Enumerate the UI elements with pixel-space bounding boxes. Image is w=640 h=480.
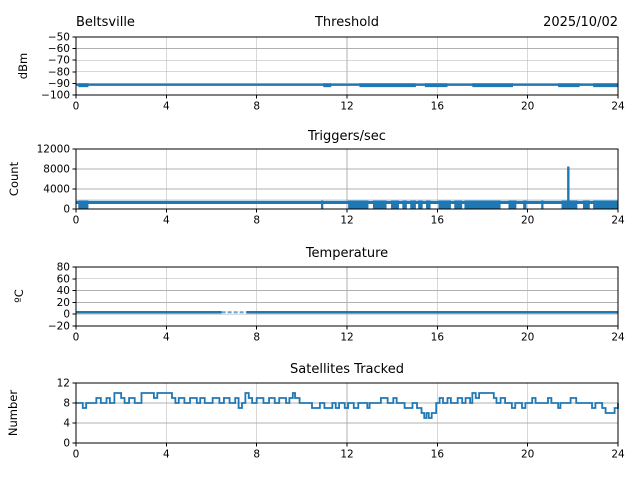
triggers-ytick-label: 4000 xyxy=(43,184,70,196)
temperature-xtick-label: 4 xyxy=(163,332,170,344)
satellites-xtick-label: 20 xyxy=(521,449,534,461)
triggers-series-dropout-block xyxy=(541,200,544,209)
triggers-series-dropout-block xyxy=(438,200,451,209)
satellites-xtick-label: 16 xyxy=(431,449,445,461)
threshold-xtick-label: 20 xyxy=(521,101,534,113)
triggers-xtick-label: 8 xyxy=(253,215,260,227)
triggers-ytick-label: 12000 xyxy=(37,144,70,156)
threshold-title-left: Beltsville xyxy=(76,15,135,30)
triggers-xtick-label: 20 xyxy=(521,215,534,227)
satellites-xtick-label: 0 xyxy=(73,449,80,461)
threshold-ylabel: dBm xyxy=(16,52,30,80)
threshold-ytick-label: −80 xyxy=(48,66,70,78)
triggers-series-band xyxy=(76,201,618,204)
satellites-xtick-label: 8 xyxy=(253,449,260,461)
satellites-ytick-label: 0 xyxy=(63,438,70,450)
threshold-title-right: 2025/10/02 xyxy=(543,15,618,30)
temperature-xtick-label: 8 xyxy=(253,332,260,344)
satellites-series-step-line xyxy=(76,392,619,419)
triggers-xtick-label: 12 xyxy=(340,215,353,227)
threshold-ytick-label: −50 xyxy=(48,32,70,44)
triggers-xtick-label: 4 xyxy=(163,215,170,227)
threshold-ytick-label: −100 xyxy=(41,90,70,102)
triggers-series-dropout-block xyxy=(372,200,387,209)
triggers-series-dropout-block xyxy=(464,200,501,209)
satellites-xtick-label: 12 xyxy=(340,449,353,461)
triggers-series-fuzz xyxy=(76,199,618,201)
threshold-xtick-label: 12 xyxy=(340,101,353,113)
temperature-ytick-label: 40 xyxy=(57,285,70,297)
temperature-xtick-label: 0 xyxy=(73,332,80,344)
triggers-ytick-label: 0 xyxy=(63,204,70,216)
triggers-series-dropout-block xyxy=(593,200,618,209)
threshold-title: Threshold xyxy=(314,15,380,30)
temperature-ytick-label: 60 xyxy=(57,273,70,285)
threshold-xtick-label: 16 xyxy=(431,101,445,113)
satellites-xtick-label: 24 xyxy=(611,449,625,461)
triggers-series-dropout-block xyxy=(410,200,416,209)
temperature-ytick-label: 20 xyxy=(57,297,70,309)
triggers-xtick-label: 0 xyxy=(73,215,80,227)
temperature-ytick-label: −20 xyxy=(48,321,70,333)
triggers-series-dropout-block xyxy=(508,200,517,209)
threshold-xtick-label: 8 xyxy=(253,101,260,113)
triggers-xtick-label: 16 xyxy=(431,215,445,227)
temperature-xtick-label: 20 xyxy=(521,332,534,344)
temperature-ylabel: ºC xyxy=(12,289,26,303)
threshold-xtick-label: 0 xyxy=(73,101,80,113)
threshold-xtick-label: 4 xyxy=(163,101,170,113)
triggers-title: Triggers/sec xyxy=(308,129,386,144)
triggers-ytick-label: 8000 xyxy=(43,164,70,176)
temperature-xtick-label: 12 xyxy=(340,332,353,344)
threshold-xtick-label: 24 xyxy=(611,101,625,113)
triggers-ylabel: Count xyxy=(7,161,21,197)
triggers-series-dropout-block xyxy=(426,200,431,209)
triggers-series-dropout-block xyxy=(418,200,423,209)
temperature-ytick-label: 0 xyxy=(63,309,70,321)
satellites-ytick-label: 8 xyxy=(63,398,70,410)
satellites-title: Satellites Tracked xyxy=(290,362,404,377)
temperature-xtick-label: 16 xyxy=(431,332,445,344)
temperature-xtick-label: 24 xyxy=(611,332,625,344)
triggers-xtick-label: 24 xyxy=(611,215,625,227)
threshold-ytick-label: −90 xyxy=(48,78,70,90)
triggers-series-dropout-block xyxy=(321,200,324,209)
satellites-xtick-label: 4 xyxy=(163,449,170,461)
temperature-ytick-label: 80 xyxy=(57,262,70,274)
triggers-series-dropout-block xyxy=(348,200,369,209)
triggers-series-dropout-block xyxy=(582,200,590,209)
triggers-series-dropout-block xyxy=(523,200,527,209)
satellites-ytick-label: 4 xyxy=(63,418,70,430)
triggers-series-dropout-block xyxy=(391,200,399,209)
triggers-series-dropout-block xyxy=(402,200,407,209)
threshold-ytick-label: −60 xyxy=(48,43,70,55)
temperature-title: Temperature xyxy=(305,246,389,261)
threshold-ytick-label: −70 xyxy=(48,55,70,67)
triggers-series-dropout-block xyxy=(78,200,89,209)
triggers-series-dropout-block xyxy=(454,200,463,209)
satellites-ylabel: Number xyxy=(6,389,20,437)
satellites-ytick-label: 12 xyxy=(57,378,70,390)
